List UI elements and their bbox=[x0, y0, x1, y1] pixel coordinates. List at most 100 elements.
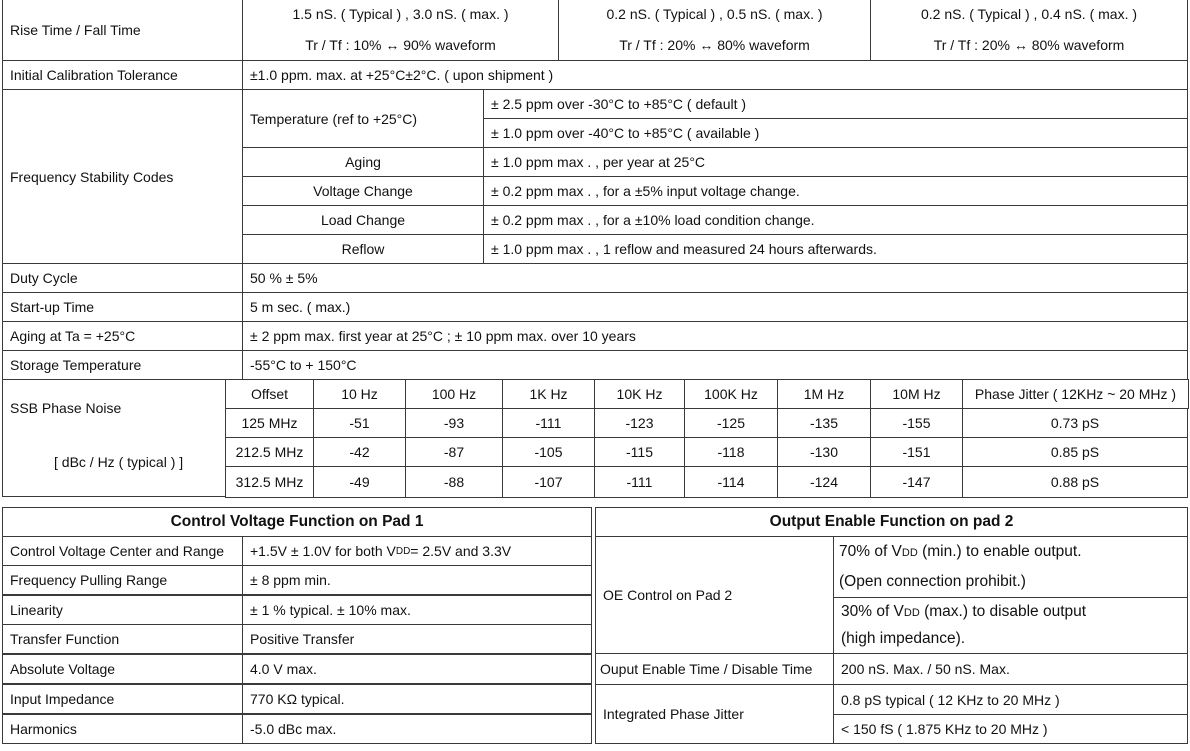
ssb-value: -130 bbox=[777, 437, 871, 467]
cv-value-text: = 2.5V and 3.3V bbox=[410, 543, 512, 559]
cv-value-subscript: DD bbox=[395, 545, 411, 557]
cv-value: +1.5V ± 1.0V for both V DD = 2.5V and 3.3… bbox=[242, 536, 592, 566]
ssb-header: Offset bbox=[225, 379, 314, 409]
ssb-value: -118 bbox=[684, 437, 778, 467]
ssb-value: -155 bbox=[870, 408, 963, 438]
ssb-header: Phase Jitter ( 12KHz ~ 20 MHz ) bbox=[962, 379, 1189, 409]
rise-time-value: 0.2 nS. ( Typical ) , 0.4 nS. ( max. ) bbox=[920, 6, 1138, 23]
ssb-value: -135 bbox=[777, 408, 871, 438]
oe-enable-line1: 70% of VDD (min.) to enable output. bbox=[839, 543, 1082, 560]
ssb-jitter: 0.73 pS bbox=[962, 408, 1188, 438]
jitter-label: Integrated Phase Jitter bbox=[595, 684, 834, 744]
cv-value-text: +1.5V ± 1.0V for both V bbox=[250, 543, 396, 559]
rise-time-col-2: 0.2 nS. ( Typical ) , 0.5 nS. ( max. ) T… bbox=[558, 0, 871, 61]
duty-cycle-label: Duty Cycle bbox=[2, 263, 243, 293]
stability-item-value: ± 1.0 ppm max . , 1 reflow and measured … bbox=[483, 234, 1188, 264]
cv-row-value: 4.0 V max. bbox=[242, 654, 592, 685]
ssb-offset: 212.5 MHz bbox=[225, 437, 314, 467]
ssb-value: -88 bbox=[405, 466, 503, 498]
cv-row-label: Absolute Voltage bbox=[2, 654, 243, 685]
cv-row-label: Frequency Pulling Range bbox=[2, 565, 243, 595]
ssb-offset: 125 MHz bbox=[225, 408, 314, 438]
ssb-value: -111 bbox=[594, 466, 685, 498]
duty-cycle-value: 50 % ± 5% bbox=[242, 263, 1188, 293]
ssb-value: -151 bbox=[870, 437, 963, 467]
ssb-jitter: 0.88 pS bbox=[962, 466, 1188, 498]
ssb-label: SSB Phase Noise bbox=[10, 400, 122, 416]
ssb-header: 1K Hz bbox=[502, 379, 595, 409]
oe-disable-value: 30% of VDD (max.) to disable output (hig… bbox=[833, 597, 1188, 654]
storage-temp-value: -55°C to + 150°C bbox=[242, 350, 1188, 380]
ssb-value: -105 bbox=[502, 437, 595, 467]
rise-time-value: 0.2 nS. ( Typical ) , 0.5 nS. ( max. ) bbox=[606, 6, 823, 23]
rise-time-waveform: Tr / Tf : 10% ↔ 90% waveform bbox=[305, 36, 496, 53]
ssb-header: 100 Hz bbox=[405, 379, 503, 409]
oe-title: Output Enable Function on pad 2 bbox=[595, 507, 1188, 537]
stability-label: Frequency Stability Codes bbox=[2, 89, 243, 264]
rise-time-col-3: 0.2 nS. ( Typical ) , 0.4 nS. ( max. ) T… bbox=[870, 0, 1188, 61]
ssb-value: -123 bbox=[594, 408, 685, 438]
ssb-header: 100K Hz bbox=[684, 379, 778, 409]
cv-row-value: 770 KΩ typical. bbox=[242, 683, 592, 714]
ssb-value: -125 bbox=[684, 408, 778, 438]
cv-row-value: ± 1 % typical. ± 10% max. bbox=[242, 594, 592, 625]
stability-item-value: ± 1.0 ppm max . , per year at 25°C bbox=[483, 147, 1188, 177]
rise-time-col-1: 1.5 nS. ( Typical ) , 3.0 nS. ( max. ) T… bbox=[242, 0, 559, 61]
cv-label: Control Voltage Center and Range bbox=[2, 536, 243, 566]
ssb-label-cell: SSB Phase Noise [ dBc / Hz ( typical ) ] bbox=[2, 379, 226, 497]
cv-row-label: Linearity bbox=[2, 594, 243, 625]
rise-time-value: 1.5 nS. ( Typical ) , 3.0 nS. ( max. ) bbox=[292, 6, 509, 23]
ssb-value: -115 bbox=[594, 437, 685, 467]
startup-time-label: Start-up Time bbox=[2, 292, 243, 322]
oe-timing-label: Ouput Enable Time / Disable Time bbox=[595, 653, 834, 685]
ssb-unit: [ dBc / Hz ( typical ) ] bbox=[54, 454, 184, 470]
stability-item-label: Reflow bbox=[242, 234, 484, 264]
init-cal-value: ±1.0 ppm. max. at +25°C±2°C. ( upon ship… bbox=[242, 60, 1188, 90]
cv-row-label: Input Impedance bbox=[2, 683, 243, 714]
ssb-value: -51 bbox=[313, 408, 406, 438]
ssb-header: 10K Hz bbox=[594, 379, 685, 409]
ssb-value: -114 bbox=[684, 466, 778, 498]
cv-row-value: ± 8 ppm min. bbox=[242, 565, 592, 595]
cv-row-label: Transfer Function bbox=[2, 624, 243, 655]
temperature-label: Temperature (ref to +25°C) bbox=[242, 89, 484, 148]
ssb-header: 1M Hz bbox=[777, 379, 871, 409]
ssb-jitter: 0.85 pS bbox=[962, 437, 1188, 467]
cv-title: Control Voltage Function on Pad 1 bbox=[2, 507, 592, 537]
ssb-value: -42 bbox=[313, 437, 406, 467]
stability-item-label: Load Change bbox=[242, 205, 484, 235]
oe-control-label: OE Control on Pad 2 bbox=[595, 536, 834, 654]
oe-enable-line2: (Open connection prohibit.) bbox=[839, 573, 1026, 590]
ssb-header: 10 Hz bbox=[313, 379, 406, 409]
stability-item-value: ± 0.2 ppm max . , for a ±10% load condit… bbox=[483, 205, 1188, 235]
oe-enable-value: 70% of VDD (min.) to enable output. (Ope… bbox=[833, 536, 1188, 598]
aging-value: ± 2 ppm max. first year at 25°C ; ± 10 p… bbox=[242, 321, 1188, 351]
temperature-value-default: ± 2.5 ppm over -30°C to +85°C ( default … bbox=[483, 89, 1188, 119]
jitter-value-1: 0.8 pS typical ( 12 KHz to 20 MHz ) bbox=[833, 684, 1188, 715]
cv-row-label: Harmonics bbox=[2, 713, 243, 744]
oe-disable-line2: (high impedance). bbox=[841, 630, 966, 648]
cv-row-value: Positive Transfer bbox=[242, 624, 592, 655]
stability-item-label: Aging bbox=[242, 147, 484, 177]
aging-label: Aging at Ta = +25°C bbox=[2, 321, 243, 351]
temperature-value-available: ± 1.0 ppm over -40°C to +85°C ( availabl… bbox=[483, 118, 1188, 148]
rise-time-label: Rise Time / Fall Time bbox=[2, 0, 243, 61]
ssb-value: -49 bbox=[313, 466, 406, 498]
ssb-value: -93 bbox=[405, 408, 503, 438]
rise-time-waveform: Tr / Tf : 20% ↔ 80% waveform bbox=[619, 36, 810, 53]
ssb-header: 10M Hz bbox=[870, 379, 963, 409]
oe-disable-line1: 30% of VDD (max.) to disable output bbox=[841, 602, 1087, 620]
ssb-offset: 312.5 MHz bbox=[225, 466, 314, 498]
ssb-value: -111 bbox=[502, 408, 595, 438]
cv-row-value: -5.0 dBc max. bbox=[242, 713, 592, 744]
rise-time-waveform: Tr / Tf : 20% ↔ 80% waveform bbox=[933, 36, 1125, 53]
ssb-value: -124 bbox=[777, 466, 871, 498]
oe-timing-value: 200 nS. Max. / 50 nS. Max. bbox=[833, 653, 1188, 685]
startup-time-value: 5 m sec. ( max.) bbox=[242, 292, 1188, 322]
stability-item-label: Voltage Change bbox=[242, 176, 484, 206]
ssb-value: -147 bbox=[870, 466, 963, 498]
init-cal-label: Initial Calibration Tolerance bbox=[2, 60, 243, 90]
jitter-value-2: < 150 fS ( 1.875 KHz to 20 MHz ) bbox=[833, 714, 1188, 744]
ssb-value: -107 bbox=[502, 466, 595, 498]
stability-item-value: ± 0.2 ppm max . , for a ±5% input voltag… bbox=[483, 176, 1188, 206]
